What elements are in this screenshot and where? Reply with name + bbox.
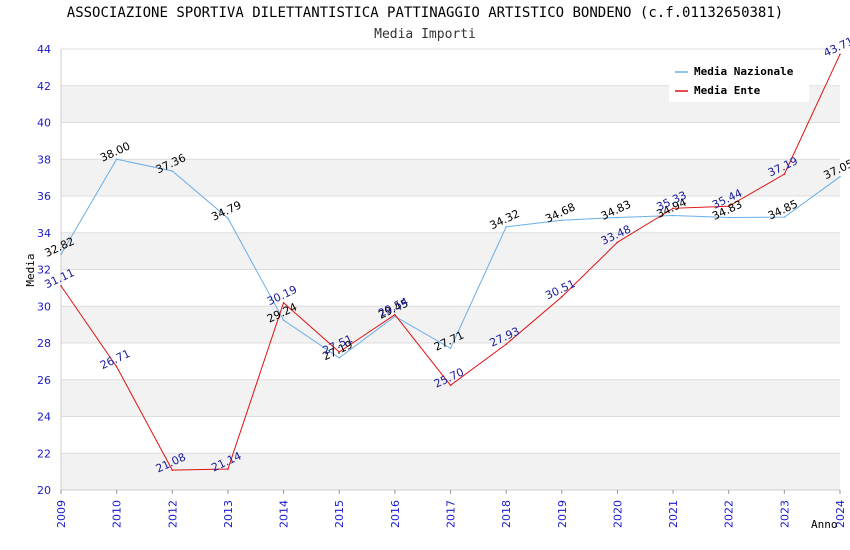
y-tick-36: 36: [37, 190, 51, 203]
y-tick-30: 30: [37, 300, 51, 313]
point-media-nazionale-2019: [560, 219, 563, 222]
point-media-ente-2018: [505, 343, 507, 346]
y-tick-20: 20: [37, 484, 51, 497]
point-media-nazionale-2021: [672, 214, 674, 217]
chart-title: ASSOCIAZIONE SPORTIVA DILETTANTISTICA PA…: [66, 5, 784, 21]
point-media-ente-2009: [60, 285, 62, 287]
point-media-nazionale-2015: [338, 357, 341, 359]
x-axis-title: Anno: [811, 518, 838, 531]
y-tick-labels: 20 22 24 26 28 30 32 34 36 38 40 42 44: [37, 43, 51, 497]
x-tick-2022: 2022: [723, 500, 736, 528]
series-lines: [60, 53, 841, 471]
point-media-ente-2010: [115, 365, 118, 368]
y-tick-44: 44: [37, 43, 51, 56]
x-tick-2013: 2013: [222, 500, 235, 528]
point-media-ente-2019: [560, 296, 563, 298]
y-tick-32: 32: [37, 264, 51, 277]
x-tick-2024: 2024: [834, 500, 847, 528]
y-tick-24: 24: [37, 411, 51, 424]
x-tick-2016: 2016: [389, 500, 402, 528]
y-tick-22: 22: [37, 447, 51, 460]
gridlines: [61, 48, 840, 491]
y-tick-38: 38: [37, 153, 51, 166]
point-media-nazionale-2012: [171, 170, 174, 172]
y-axis-title: Media: [24, 253, 37, 286]
x-tick-2018: 2018: [500, 500, 513, 528]
x-tick-2015: 2015: [333, 500, 346, 528]
band-20: [61, 453, 840, 490]
point-media-nazionale-2010: [115, 158, 118, 161]
point-media-ente-2016: [394, 313, 396, 316]
x-tick-2020: 2020: [611, 500, 624, 528]
point-media-ente-2023: [783, 173, 786, 175]
x-tick-2021: 2021: [667, 500, 680, 528]
legend-box: [669, 60, 809, 102]
point-media-nazionale-2009: [60, 253, 62, 256]
band-30: [61, 269, 840, 307]
legend: Media Nazionale Media Ente: [669, 60, 809, 102]
band-32: [61, 232, 840, 270]
x-tick-2023: 2023: [778, 500, 791, 528]
point-media-nazionale-2022: [727, 216, 730, 219]
point-media-nazionale-2024: [839, 175, 841, 178]
legend-label-media-nazionale: Media Nazionale: [694, 65, 794, 78]
point-media-nazionale-2018: [505, 226, 507, 228]
band-34: [61, 196, 840, 233]
chart-subtitle: Media Importi: [374, 27, 476, 42]
x-tick-2012: 2012: [166, 500, 179, 528]
y-tick-40: 40: [37, 117, 51, 130]
y-tick-34: 34: [37, 227, 51, 240]
y-tick-42: 42: [37, 80, 51, 93]
point-media-ente-2014: [282, 301, 285, 304]
point-media-ente-2015: [338, 351, 341, 353]
band-38: [61, 122, 840, 160]
point-media-nazionale-2017: [449, 347, 452, 350]
point-media-ente-2024: [839, 53, 841, 56]
legend-label-media-ente: Media Ente: [694, 84, 761, 97]
point-media-nazionale-2014: [282, 319, 285, 322]
point-media-ente-2012: [171, 469, 174, 471]
point-media-ente-2017: [449, 384, 452, 387]
y-tick-26: 26: [37, 374, 51, 387]
band-36: [61, 159, 840, 196]
point-media-nazionale-2023: [783, 216, 786, 218]
y-tick-28: 28: [37, 337, 51, 350]
x-tick-2009: 2009: [55, 500, 68, 528]
x-tick-2017: 2017: [445, 500, 458, 528]
point-media-ente-2020: [616, 241, 619, 244]
point-media-ente-2021: [672, 207, 674, 210]
band-28: [61, 306, 840, 343]
point-media-ente-2013: [227, 468, 229, 470]
point-media-nazionale-2013: [227, 217, 229, 220]
x-tick-2019: 2019: [556, 500, 569, 528]
x-tick-labels: 2009 2010 2012 2013 2014 2015 2016 2017 2018 2019…: [55, 490, 847, 528]
band-22: [61, 416, 840, 454]
x-tick-2010: 2010: [111, 500, 124, 528]
point-media-ente-2022: [727, 205, 730, 208]
x-tick-2014: 2014: [278, 500, 291, 528]
point-media-nazionale-2020: [616, 216, 619, 219]
